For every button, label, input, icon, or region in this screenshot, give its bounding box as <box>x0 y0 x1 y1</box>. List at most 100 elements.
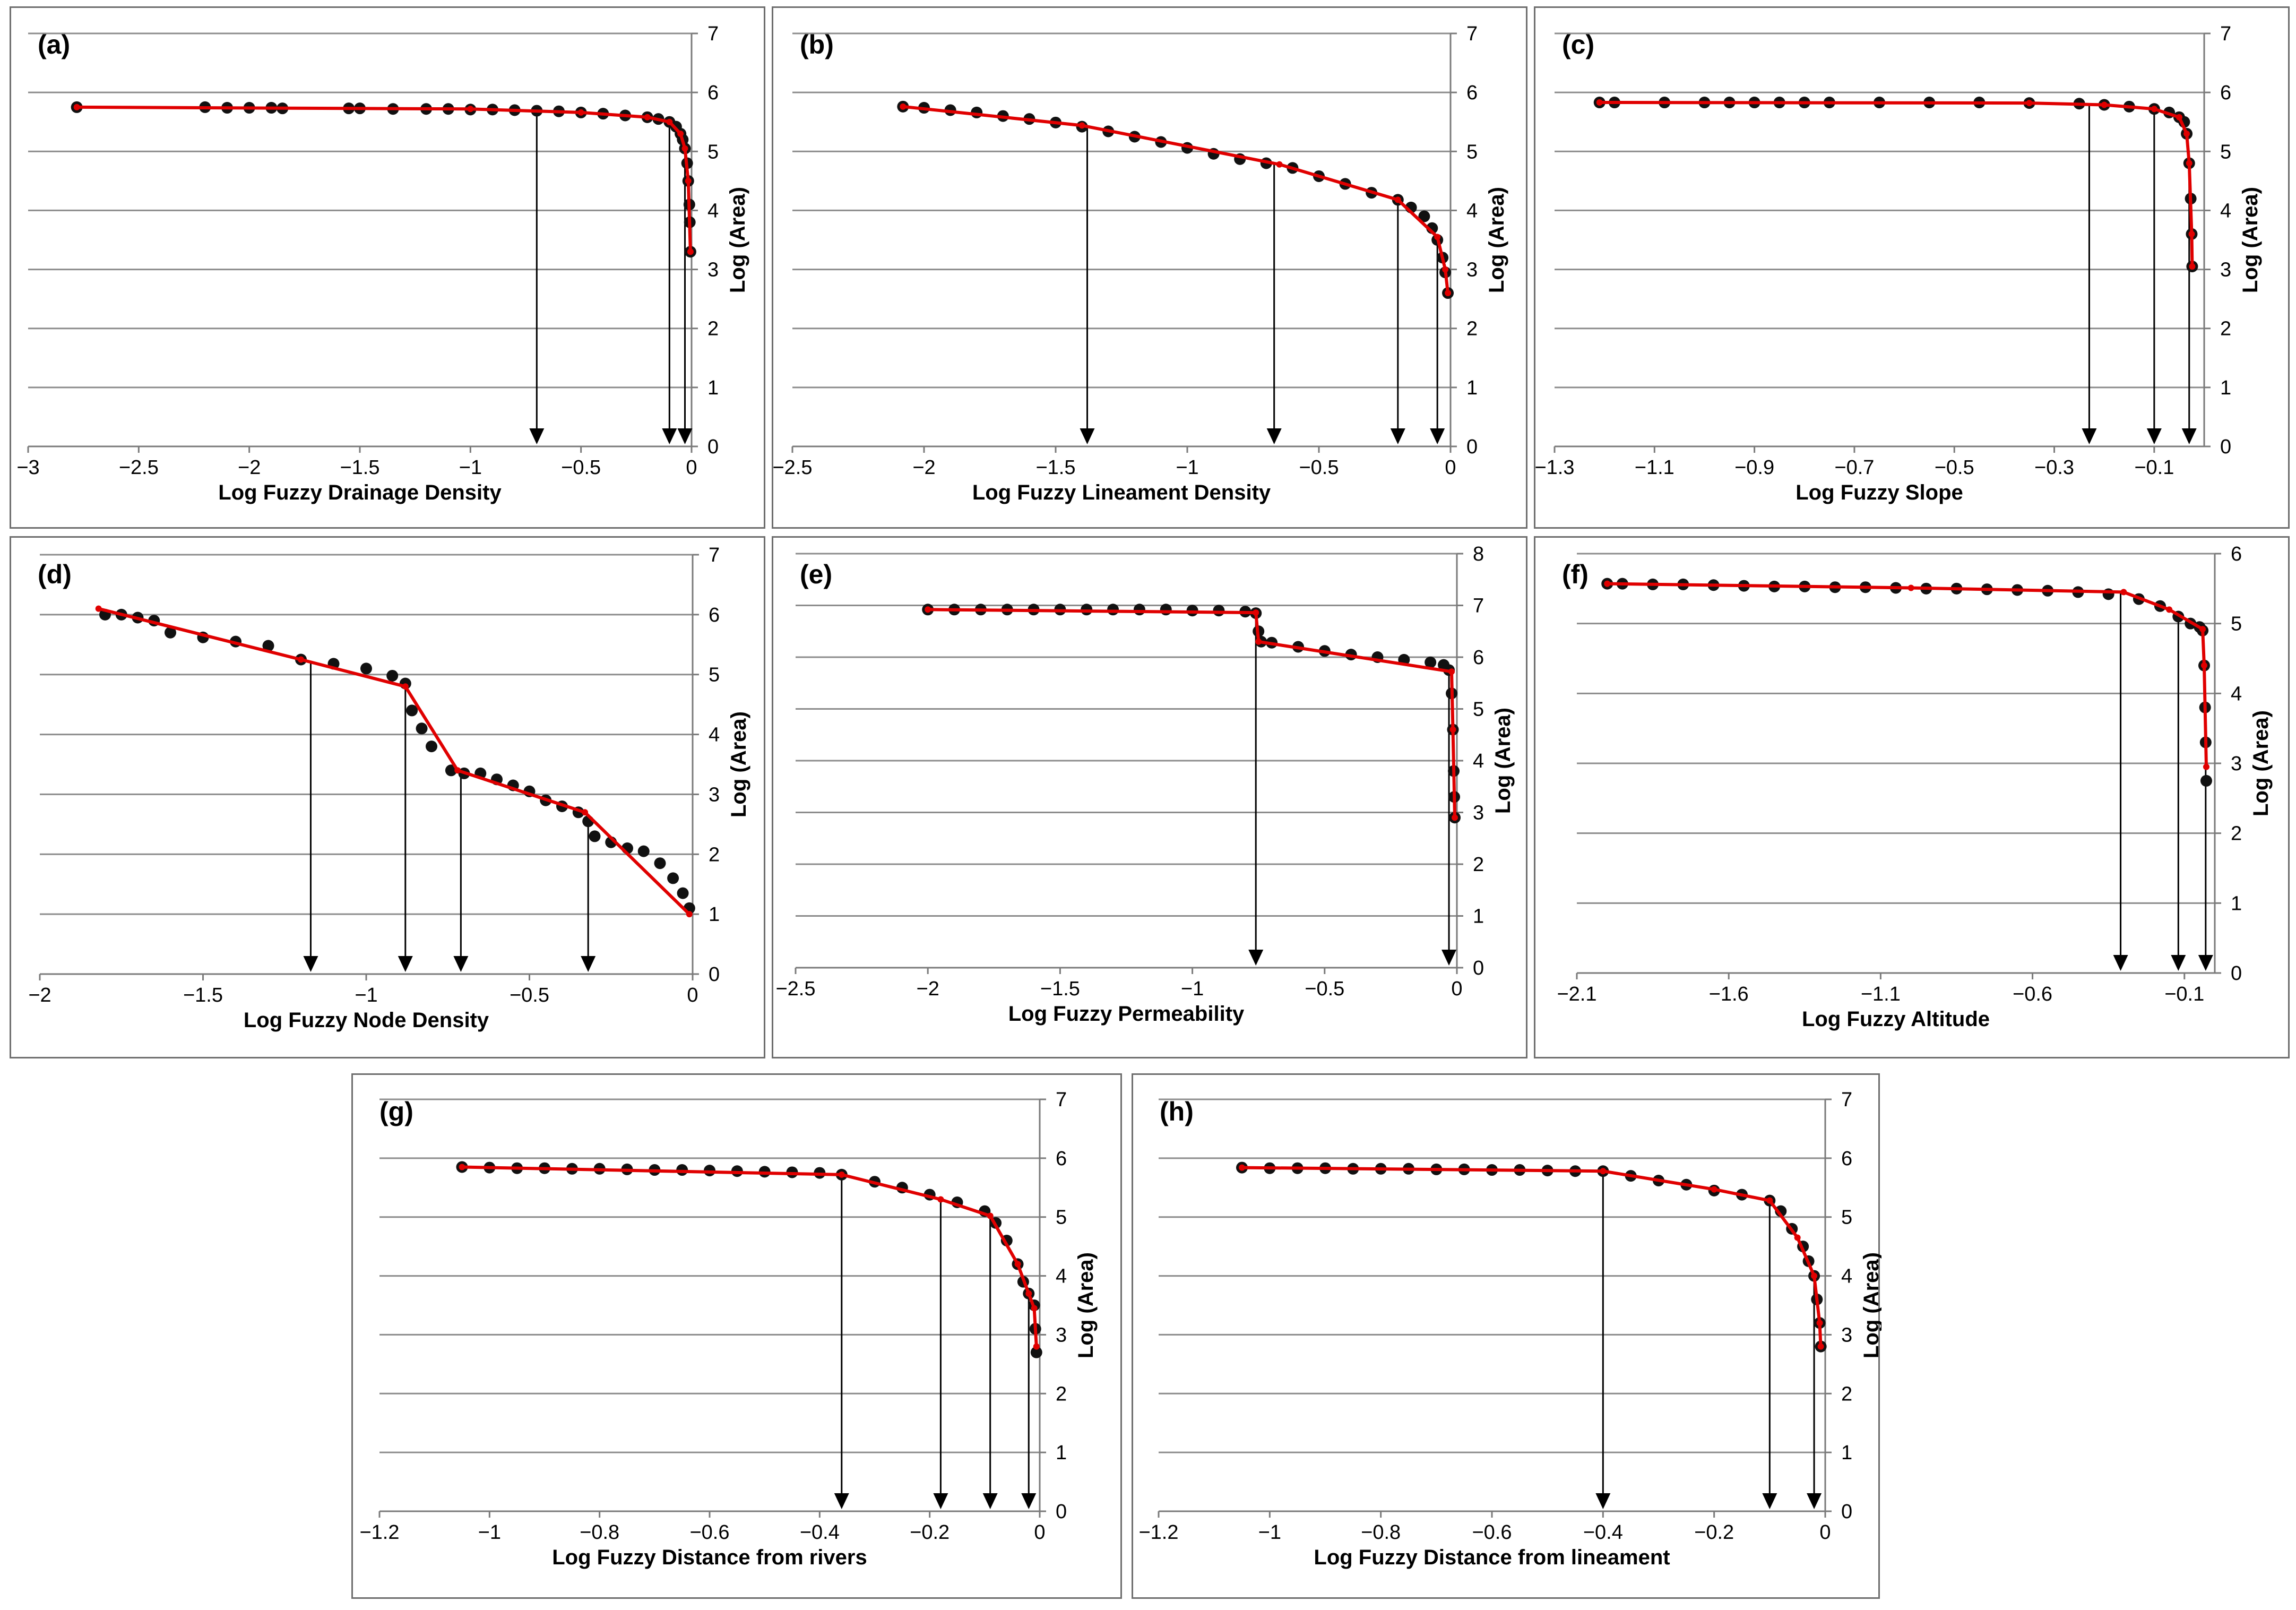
chart-svg-e: −2.5 −2 −1.5 −1 −0.5 00 1 2 3 4 5 6 7 8 Log Fuzzy Perm… <box>775 543 1515 1026</box>
panel-a: (a) −3 −2.5 −2 −1.5 −1 −0.5 0 0 1 2 3 4 5 6 7 Log Fuzzy … <box>10 6 765 529</box>
y-tick-label: 0 <box>1473 957 1484 979</box>
fit-point <box>900 103 907 110</box>
fit-point <box>73 104 80 110</box>
y-tick-label: 8 <box>1473 543 1484 565</box>
panel-label: (b) <box>800 30 834 59</box>
threshold-arrowhead <box>1266 428 1282 444</box>
y-tick-label: 2 <box>2231 823 2242 845</box>
y-axis-title: Log (Area) <box>727 711 750 817</box>
data-point <box>416 722 428 735</box>
y-tick-label: 5 <box>709 664 720 686</box>
data-point <box>1425 656 1437 668</box>
x-tick-label: −1.5 <box>340 457 379 479</box>
data-point <box>2102 588 2114 600</box>
x-tick-label: −0.4 <box>1583 1521 1623 1544</box>
y-tick-label: 5 <box>1466 141 1478 163</box>
x-axis-title: Log Fuzzy Drainage Density <box>218 481 502 504</box>
x-axis-title: Log Fuzzy Permeability <box>1008 1002 1245 1026</box>
x-tick-label: −2.5 <box>775 978 815 1000</box>
threshold-arrowhead <box>2171 955 2186 971</box>
x-tick-label: −0.1 <box>2134 457 2174 479</box>
data-point <box>1030 1346 1042 1358</box>
y-tick-label: 2 <box>1466 318 1478 340</box>
y-tick-label: 4 <box>2231 683 2242 705</box>
y-tick-label: 0 <box>2220 436 2231 458</box>
x-tick-label: −1.1 <box>1635 457 1674 479</box>
threshold-arrowhead <box>1021 1493 1037 1509</box>
x-tick-label: −3 <box>16 457 39 479</box>
fit-point <box>577 109 584 116</box>
x-tick-label: 0 <box>1451 978 1462 1000</box>
fit-line <box>928 608 1456 818</box>
chart-svg-d: −2 −1.5 −1 −0.5 00 1 2 3 4 5 6 7 Log Fuzzy Node Dens… <box>28 544 750 1032</box>
y-tick-label: 0 <box>2231 962 2242 985</box>
x-axis-title: Log Fuzzy Node Density <box>244 1009 489 1032</box>
y-tick-label: 5 <box>2220 141 2231 163</box>
fit-point <box>644 114 651 120</box>
fit-point <box>1276 161 1283 168</box>
threshold-arrowhead <box>834 1493 849 1509</box>
x-axis-title: Log Fuzzy Slope <box>1796 481 1963 504</box>
fit-line <box>98 607 690 916</box>
y-axis-title: Log (Area) <box>2249 710 2273 816</box>
y-tick-label: 6 <box>709 604 720 626</box>
panel-e: (e) −2.5 −2 −1.5 −1 −0.5 0 0 1 2 3 4 5 6 7 8 Log Fuzzy P… <box>772 536 1527 1058</box>
x-tick-label: −0.6 <box>1472 1521 1512 1544</box>
x-tick-label: −1 <box>459 457 482 479</box>
fit-point <box>686 911 693 918</box>
y-tick-label: 7 <box>709 544 720 566</box>
y-tick-label: 0 <box>709 963 720 986</box>
y-tick-label: 1 <box>2220 377 2231 399</box>
data-point <box>1133 604 1145 616</box>
x-tick-label: 0 <box>686 457 697 479</box>
fit-point <box>459 1164 465 1170</box>
y-tick-label: 7 <box>1056 1089 1067 1111</box>
data-point <box>654 857 666 869</box>
panel-g: (g) −1.2 −1 −0.8 −0.6 −0.4 −0.2 0 0 1 2 3 4 5 6 7 Log Fu… <box>351 1073 1122 1599</box>
y-tick-label: 1 <box>2231 892 2242 915</box>
x-axis-title: Log Fuzzy Distance from rivers <box>552 1546 867 1569</box>
x-tick-label: −1.1 <box>1861 983 1901 1005</box>
fit-line <box>1599 101 2194 267</box>
fit-point <box>1014 1261 1021 1268</box>
x-tick-label: −2 <box>238 457 261 479</box>
y-tick-label: 0 <box>1841 1501 1852 1523</box>
fit-point <box>1253 609 1259 616</box>
y-tick-label: 2 <box>1056 1383 1067 1405</box>
y-tick-label: 7 <box>1466 23 1478 45</box>
fit-point <box>1907 584 1914 591</box>
data-point <box>589 830 601 842</box>
threshold-arrowhead <box>2198 955 2213 971</box>
y-tick-label: 5 <box>2231 613 2242 635</box>
y-tick-label: 2 <box>2220 318 2231 340</box>
fit-point <box>2189 263 2196 270</box>
data-point <box>1107 604 1119 616</box>
x-axis-title: Log Fuzzy Altitude <box>1802 1008 1990 1031</box>
chart-svg-b: −2.5 −2 −1.5 −1 −0.5 00 1 2 3 4 5 6 7 Log Fuzzy Linea… <box>773 23 1508 504</box>
y-axis-title: Log (Area) <box>2239 187 2262 293</box>
fit-point <box>582 809 589 816</box>
fit-point <box>1600 1168 1607 1175</box>
fit-point <box>838 1171 845 1178</box>
fit-point <box>2120 589 2127 596</box>
fit-point <box>2199 626 2206 633</box>
y-tick-label: 1 <box>1466 377 1478 399</box>
fit-point <box>677 130 684 137</box>
x-tick-label: −0.6 <box>689 1521 729 1544</box>
data-point <box>406 704 418 717</box>
y-axis-title: Log (Area) <box>1485 187 1508 293</box>
y-tick-label: 3 <box>1056 1324 1067 1346</box>
y-tick-label: 7 <box>1473 595 1484 617</box>
threshold-arrowhead <box>453 956 469 972</box>
fit-point <box>685 177 692 184</box>
y-tick-label: 2 <box>1841 1383 1852 1405</box>
x-tick-label: −0.8 <box>1361 1521 1401 1544</box>
x-tick-label: −0.5 <box>1935 457 1974 479</box>
y-tick-label: 4 <box>709 724 720 746</box>
x-tick-label: −1.2 <box>1138 1521 1178 1544</box>
fit-point <box>937 1196 944 1203</box>
x-axis-title: Log Fuzzy Distance from lineament <box>1314 1546 1670 1569</box>
data-point <box>2200 774 2212 787</box>
x-tick-label: 0 <box>687 984 698 1006</box>
y-tick-label: 4 <box>1466 200 1478 222</box>
